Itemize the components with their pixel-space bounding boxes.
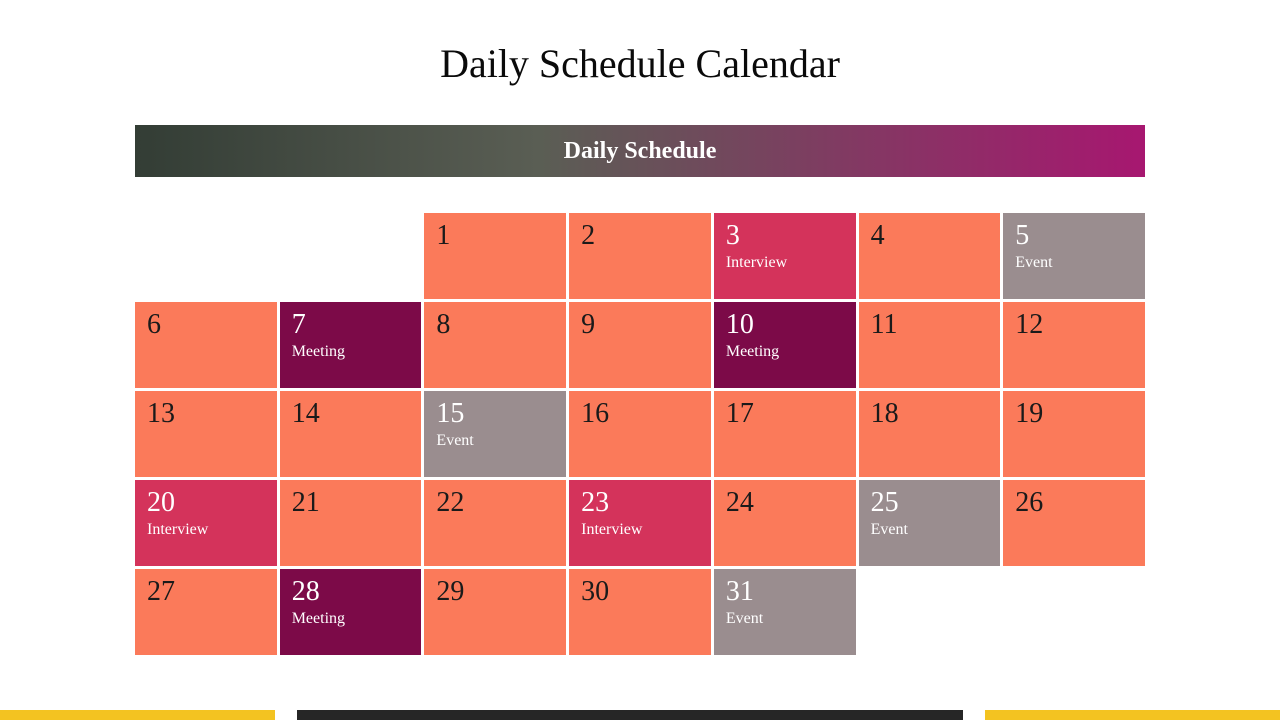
day-number: 11 xyxy=(871,310,989,341)
day-label: Meeting xyxy=(726,343,844,361)
calendar-cell[interactable]: 12 xyxy=(1003,302,1145,388)
day-number: 21 xyxy=(292,488,410,519)
day-number: 3 xyxy=(726,221,844,252)
day-label: Event xyxy=(1015,254,1133,272)
day-number: 23 xyxy=(581,488,699,519)
day-number: 10 xyxy=(726,310,844,341)
calendar-cell[interactable]: 28 Meeting xyxy=(280,569,422,655)
day-number: 24 xyxy=(726,488,844,519)
calendar-cell[interactable]: 8 xyxy=(424,302,566,388)
bottom-bar-segment xyxy=(985,710,1280,720)
day-label: Interview xyxy=(581,521,699,539)
day-number: 28 xyxy=(292,577,410,608)
day-label: Interview xyxy=(147,521,265,539)
calendar-cell[interactable]: 10 Meeting xyxy=(714,302,856,388)
calendar-cell-empty xyxy=(135,213,277,299)
day-label: Interview xyxy=(726,254,844,272)
day-number: 4 xyxy=(871,221,989,252)
page-title: Daily Schedule Calendar xyxy=(135,40,1145,87)
bottom-bar-segment xyxy=(963,710,985,720)
calendar-cell[interactable]: 9 xyxy=(569,302,711,388)
calendar-cell[interactable]: 30 xyxy=(569,569,711,655)
calendar-cell[interactable]: 26 xyxy=(1003,480,1145,566)
calendar-cell[interactable]: 4 xyxy=(859,213,1001,299)
day-number: 7 xyxy=(292,310,410,341)
day-number: 13 xyxy=(147,399,265,430)
calendar-cell[interactable]: 17 xyxy=(714,391,856,477)
day-number: 20 xyxy=(147,488,265,519)
calendar-cell[interactable]: 14 xyxy=(280,391,422,477)
calendar-cell[interactable]: 24 xyxy=(714,480,856,566)
bottom-bar xyxy=(0,710,1280,720)
day-number: 30 xyxy=(581,577,699,608)
calendar-cell[interactable]: 7 Meeting xyxy=(280,302,422,388)
day-number: 27 xyxy=(147,577,265,608)
calendar-cell[interactable]: 22 xyxy=(424,480,566,566)
day-label: Event xyxy=(871,521,989,539)
calendar-cell[interactable]: 16 xyxy=(569,391,711,477)
calendar-cell[interactable]: 25 Event xyxy=(859,480,1001,566)
day-number: 17 xyxy=(726,399,844,430)
day-number: 8 xyxy=(436,310,554,341)
day-number: 5 xyxy=(1015,221,1133,252)
day-number: 22 xyxy=(436,488,554,519)
calendar-cell[interactable]: 21 xyxy=(280,480,422,566)
calendar-cell[interactable]: 15 Event xyxy=(424,391,566,477)
bottom-bar-segment xyxy=(275,710,297,720)
banner-text: Daily Schedule xyxy=(564,138,717,165)
calendar-cell[interactable]: 23 Interview xyxy=(569,480,711,566)
calendar-cell[interactable]: 1 xyxy=(424,213,566,299)
calendar-cell[interactable]: 6 xyxy=(135,302,277,388)
day-label: Meeting xyxy=(292,610,410,628)
calendar-cell[interactable]: 2 xyxy=(569,213,711,299)
calendar-cell[interactable]: 11 xyxy=(859,302,1001,388)
banner: Daily Schedule xyxy=(135,125,1145,177)
day-number: 29 xyxy=(436,577,554,608)
day-number: 9 xyxy=(581,310,699,341)
calendar-cell[interactable]: 13 xyxy=(135,391,277,477)
calendar-cell[interactable]: 19 xyxy=(1003,391,1145,477)
day-number: 25 xyxy=(871,488,989,519)
day-number: 31 xyxy=(726,577,844,608)
calendar-cell[interactable]: 27 xyxy=(135,569,277,655)
calendar-cell[interactable]: 5 Event xyxy=(1003,213,1145,299)
calendar-cell[interactable]: 18 xyxy=(859,391,1001,477)
day-number: 15 xyxy=(436,399,554,430)
calendar-cell[interactable]: 31 Event xyxy=(714,569,856,655)
day-number: 26 xyxy=(1015,488,1133,519)
day-number: 6 xyxy=(147,310,265,341)
day-number: 1 xyxy=(436,221,554,252)
day-label: Event xyxy=(726,610,844,628)
day-number: 12 xyxy=(1015,310,1133,341)
calendar-cell[interactable]: 29 xyxy=(424,569,566,655)
bottom-bar-segment xyxy=(0,710,275,720)
day-label: Event xyxy=(436,432,554,450)
day-number: 2 xyxy=(581,221,699,252)
day-number: 18 xyxy=(871,399,989,430)
calendar-grid: 123Interview45Event67Meeting8910Meeting1… xyxy=(135,213,1145,655)
day-number: 19 xyxy=(1015,399,1133,430)
calendar-cell[interactable]: 3 Interview xyxy=(714,213,856,299)
calendar-cell[interactable]: 20 Interview xyxy=(135,480,277,566)
day-number: 16 xyxy=(581,399,699,430)
day-number: 14 xyxy=(292,399,410,430)
day-label: Meeting xyxy=(292,343,410,361)
calendar-cell-empty xyxy=(280,213,422,299)
bottom-bar-segment xyxy=(297,710,963,720)
